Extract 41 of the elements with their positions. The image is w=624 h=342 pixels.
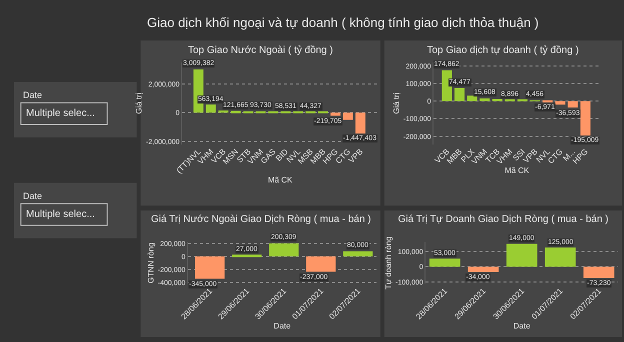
y-axis-title: Giá trị [392,92,402,114]
x-axis-title: Date [274,321,292,330]
y-axis-title: Giá trị [134,92,144,114]
bar [342,112,353,120]
bar [454,88,465,102]
text: Multiple selec... [26,209,95,220]
bar [555,101,566,105]
chart-title: Giá Trị Nước Ngoài Giao Dịch Ròng ( mua - bán ) [151,214,371,225]
text: Multiple selec... [26,108,95,119]
y-axis-title: GTNN ròng [146,242,156,284]
y-axis-title: Tự doanh ròng [384,236,394,290]
x-axis-title: Mã CK [268,175,294,184]
chart-title: Top Giao dịch tự doanh ( tỷ đồng ) [427,45,579,56]
x-axis-title: Mã CK [504,166,530,176]
bar [269,243,299,256]
bar [583,266,614,278]
bar [306,256,336,272]
x-axis-title: Date [513,321,531,330]
bar [195,256,225,279]
bar [343,251,373,256]
bar [232,254,262,258]
bar [230,110,241,114]
bar [568,101,578,108]
bar [544,248,576,267]
bar [330,112,340,116]
bar [492,98,502,102]
bar [480,98,490,102]
bar [467,96,478,102]
bar [580,101,590,136]
bar [206,104,216,113]
text: Giao dịch khối ngoại và tự doanh ( không tính giao dịch thỏa thuận ) [147,15,539,30]
chart-title: Giá Trị Tự Doanh Giao Dịch Ròng ( mua - bán ) [398,214,608,225]
chart-title: Top Giao Nước Ngoài ( tỷ đồng ) [188,45,333,56]
bar [506,244,538,267]
bar [429,258,460,267]
bar [468,266,499,272]
text: Date [23,191,42,201]
text: Date [23,90,42,100]
x-tick-label: VPB [346,147,365,165]
bar [355,112,366,134]
bar [218,110,228,113]
